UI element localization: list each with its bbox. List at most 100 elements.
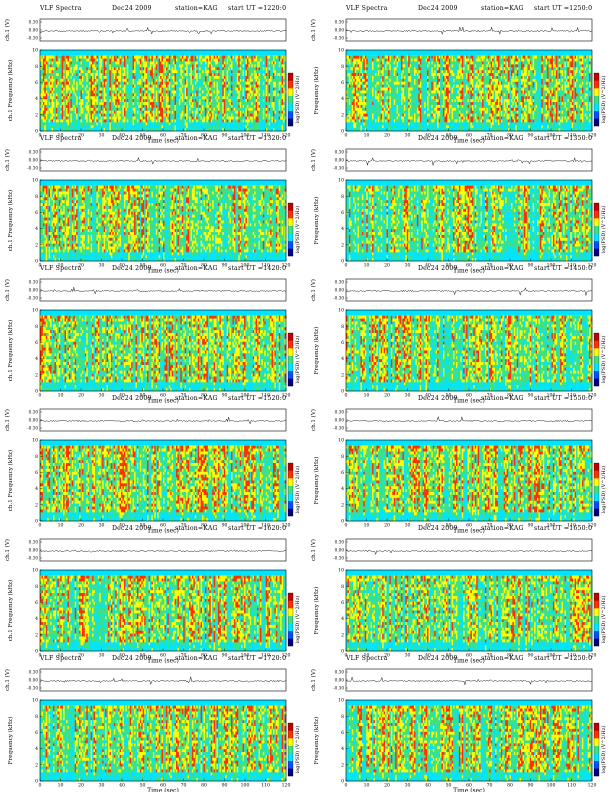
spectrogram-cell xyxy=(191,78,194,83)
spectrogram-cell xyxy=(236,75,239,80)
spectrogram-cell xyxy=(145,125,148,129)
spectrogram-cell xyxy=(364,107,367,112)
spectrogram-cell xyxy=(132,93,135,97)
spectrogram-cell xyxy=(128,107,131,112)
spectrogram-cell xyxy=(229,78,232,83)
spectrogram-cell xyxy=(257,90,259,94)
spectrogram-cell xyxy=(275,75,278,80)
spectrogram-cell xyxy=(363,93,366,97)
spectrogram-cell xyxy=(278,58,281,62)
spectrogram-cell xyxy=(45,113,48,117)
spectrogram-cell xyxy=(152,90,155,94)
spectrogram-cell xyxy=(93,78,96,83)
spectrogram-cell xyxy=(41,84,44,88)
spectrogram-cell xyxy=(92,55,94,59)
spectrogram-cell xyxy=(106,90,109,94)
spectrogram-cell xyxy=(152,96,155,100)
spectrogram-cell xyxy=(151,99,154,103)
spectrogram-cell xyxy=(142,125,145,129)
spectrogram-cell xyxy=(60,70,63,74)
spectrogram-cell xyxy=(370,90,373,94)
spectrogram-cell xyxy=(177,84,180,88)
spectrogram-cell xyxy=(255,81,258,85)
spectrogram-cell xyxy=(274,73,277,77)
spectrogram-cell xyxy=(284,70,287,74)
spectrogram-cell xyxy=(187,116,190,120)
spectrogram-cell xyxy=(131,128,133,132)
spectrogram-cell xyxy=(244,84,246,88)
spectrogram-cell xyxy=(193,81,196,85)
spectrogram-cell xyxy=(77,75,80,80)
spectrogram-cell xyxy=(57,110,60,114)
spectrogram-cell xyxy=(131,81,133,85)
spectrogram-cell xyxy=(77,73,80,77)
spectrogram-cell xyxy=(155,87,158,91)
spectrogram-cell xyxy=(196,70,199,74)
spectrogram-cell xyxy=(353,67,355,71)
spectrogram-cell xyxy=(278,116,281,120)
y-tick-label: 10 xyxy=(32,48,38,54)
spectrogram-cell xyxy=(281,107,284,112)
spectrogram-cell xyxy=(47,128,49,132)
spectrogram-cell xyxy=(123,73,126,77)
spectrogram-cell xyxy=(241,110,243,114)
spectrogram-cell xyxy=(44,73,47,77)
spectrogram-cell xyxy=(271,67,274,71)
spectrogram-cell xyxy=(215,113,217,117)
spectrogram-cell xyxy=(109,96,112,100)
spectrogram-cell xyxy=(123,102,126,106)
spectrogram-cell xyxy=(265,61,268,65)
spectrogram-cell xyxy=(148,93,151,97)
spectrogram-cell xyxy=(139,116,142,120)
spectrogram-cell xyxy=(161,67,164,71)
spectrogram-cell xyxy=(64,87,67,91)
spectrogram-cell xyxy=(233,58,236,62)
spectrogram-cell xyxy=(113,61,116,65)
spectrogram-cell xyxy=(268,96,271,100)
spectrogram-cell xyxy=(278,75,281,80)
spectrogram-cell xyxy=(180,67,183,71)
spectrogram-cell xyxy=(45,64,48,68)
spectrogram-cell xyxy=(145,67,148,71)
spectrogram-cell xyxy=(155,90,158,94)
spectrogram-cell xyxy=(275,61,278,65)
spectrogram-cell xyxy=(116,73,119,77)
spectrogram-cell xyxy=(196,87,199,91)
spectrogram-cell xyxy=(258,102,261,106)
spectrogram-cell xyxy=(51,99,54,103)
spectrogram-cell xyxy=(147,78,149,83)
spectrogram-cell xyxy=(278,96,281,100)
spectrogram-cell xyxy=(233,84,236,88)
spectrogram-cell xyxy=(231,102,233,106)
spectrogram-cell xyxy=(118,64,120,68)
spectrogram-cell xyxy=(284,84,287,88)
spectrogram-cell xyxy=(144,90,146,94)
spectrogram-cell xyxy=(372,119,374,123)
spectrogram-panel: VLF Spectra Dec24 2009 station=KAG start UT… xyxy=(0,5,306,145)
spectrogram-cell xyxy=(64,64,67,68)
spectrogram-cell xyxy=(74,64,77,68)
spectrogram-cell xyxy=(210,78,213,83)
spectrogram-cell xyxy=(241,61,243,65)
spectrogram-cell xyxy=(58,116,61,120)
spectrogram-cell xyxy=(139,70,142,74)
spectrogram-cell xyxy=(228,61,230,65)
spectrogram-cell xyxy=(118,73,120,77)
spectrogram-cell xyxy=(154,61,157,65)
spectrogram-cell xyxy=(113,119,116,123)
spectrogram-cell xyxy=(167,102,170,106)
spectrogram-cell xyxy=(102,55,104,59)
spectrogram-cell xyxy=(245,70,248,74)
spectrogram-cell xyxy=(89,113,91,117)
spectrogram-cell xyxy=(83,107,86,112)
spectrogram-cell xyxy=(283,125,285,129)
spectrogram-cell xyxy=(272,58,275,62)
spectrogram-cell xyxy=(254,122,256,126)
spectrogram-cell xyxy=(372,78,374,83)
spectrogram-cell xyxy=(66,61,68,65)
spectrogram-cell xyxy=(252,110,255,114)
spectrogram-cell xyxy=(360,99,363,103)
spectrogram-cell xyxy=(180,78,183,83)
spectrogram-cell xyxy=(194,87,197,91)
spectrogram-cell xyxy=(61,122,64,126)
